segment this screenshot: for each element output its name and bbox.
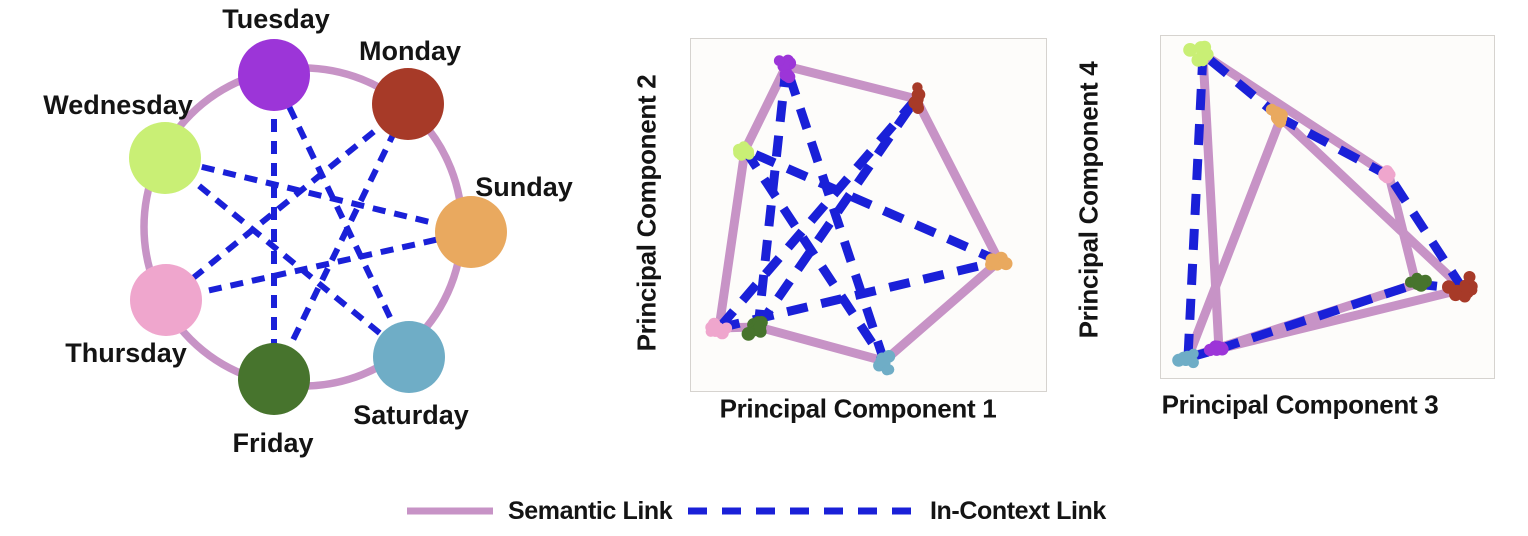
semantic-link-label: Semantic Link: [508, 497, 673, 525]
in-context-edge: [164, 155, 472, 235]
semantic-edge: [911, 94, 1004, 266]
pc34-x-axis-label: Principal Component 3: [1161, 389, 1439, 420]
day-node-saturday: [373, 321, 445, 393]
in-context-edge: [753, 65, 791, 328]
in-context-edge: [741, 147, 888, 364]
semantic-edge: [1276, 113, 1468, 294]
semantic-edge: [879, 256, 1004, 366]
cluster-monday: [908, 82, 926, 114]
cluster-friday: [1405, 272, 1432, 292]
semantic-edge: [781, 61, 921, 104]
in-context-edge: [164, 101, 410, 303]
pc12-x-axis-label: Principal Component 1: [719, 393, 997, 424]
day-label-sunday: Sunday: [475, 172, 573, 202]
semantic-edge: [714, 145, 750, 333]
semantic-edge: [1198, 49, 1394, 181]
day-node-wednesday: [129, 122, 201, 194]
in-context-edge: [754, 96, 920, 330]
pc12-plot: [690, 38, 1047, 392]
cluster-friday: [741, 316, 768, 341]
day-week-cycle-diagram: Monday Tuesday Wednesday Thursday Friday Satu…: [43, 4, 573, 458]
in-context-edge: [1183, 53, 1208, 359]
semantic-edge: [753, 322, 889, 366]
cluster-tuesday: [773, 54, 797, 84]
cluster-thursday: [705, 317, 733, 340]
in-context-edge: [163, 155, 411, 360]
day-label-saturday: Saturday: [353, 400, 469, 430]
cluster-sunday: [985, 251, 1013, 271]
in-context-edge: [715, 95, 920, 331]
in-context-edge: [743, 145, 1001, 266]
pc34-y-axis-label: Principal Component 4: [1073, 61, 1104, 339]
cluster-saturday: [1172, 348, 1199, 369]
cluster-tuesday: [1203, 340, 1229, 357]
in-context-edge: [271, 73, 412, 359]
day-label-tuesday: Tuesday: [222, 4, 330, 34]
in-context-link-swatch: [688, 507, 912, 515]
day-node-sunday: [435, 196, 507, 268]
day-node-friday: [238, 343, 310, 415]
cluster-sunday: [1265, 103, 1288, 128]
day-node-tuesday: [238, 39, 310, 111]
semantic-edge: [740, 61, 791, 155]
day-node-thursday: [130, 264, 202, 336]
cluster-monday: [1442, 271, 1478, 303]
pc34-plot: [1160, 35, 1495, 379]
semantic-edge: [1183, 113, 1286, 363]
day-node-monday: [372, 68, 444, 140]
day-label-thursday: Thursday: [65, 338, 187, 368]
in-context-edge: [1385, 173, 1467, 292]
day-label-wednesday: Wednesday: [43, 90, 193, 120]
in-context-edge: [165, 229, 472, 303]
semantic-link-swatch: [407, 507, 493, 515]
pc12-y-axis-label: Principal Component 2: [631, 74, 662, 352]
cluster-wednesday: [1183, 40, 1214, 67]
in-context-edge: [271, 102, 411, 381]
cluster-saturday: [873, 350, 896, 376]
in-context-edge: [781, 64, 889, 363]
day-label-friday: Friday: [232, 428, 313, 458]
day-label-monday: Monday: [359, 36, 461, 66]
semantic-edge: [1198, 49, 1224, 354]
in-context-edge: [1278, 114, 1392, 180]
cluster-wednesday: [733, 141, 755, 161]
cluster-thursday: [1378, 165, 1396, 184]
in-context-link-label: In-Context Link: [930, 497, 1106, 525]
